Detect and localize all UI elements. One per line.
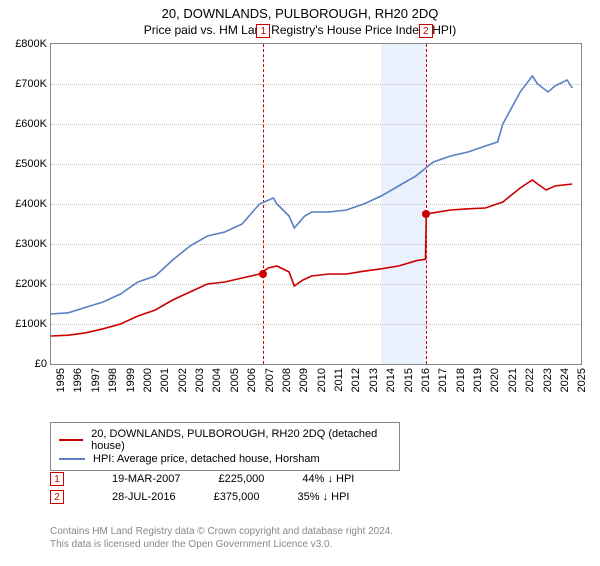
xtick-label: 2004 [211,368,223,392]
xtick-label: 2025 [576,368,588,392]
xtick-label: 2014 [385,368,397,392]
footer: Contains HM Land Registry data © Crown c… [50,526,393,551]
event-price-2: £375,000 [214,491,260,503]
legend: 20, DOWNLANDS, PULBOROUGH, RH20 2DQ (det… [50,422,400,471]
down-arrow-icon: ↓ [327,473,333,485]
xtick-label: 1996 [72,368,84,392]
xtick-label: 2005 [229,368,241,392]
xtick-label: 2021 [507,368,519,392]
xtick-label: 2011 [333,368,345,392]
legend-swatch-hpi [59,458,85,460]
event-date-1: 19-MAR-2007 [112,473,180,485]
title-line1: 20, DOWNLANDS, PULBOROUGH, RH20 2DQ [0,6,600,21]
ytick-label: £100K [15,318,47,330]
xtick-label: 1997 [90,368,102,392]
ytick-label: £500K [15,158,47,170]
event-marker-2: 2 [50,490,64,504]
footer-line1: Contains HM Land Registry data © Crown c… [50,526,393,539]
ytick-label: £0 [35,358,47,370]
legend-label-property: 20, DOWNLANDS, PULBOROUGH, RH20 2DQ (det… [91,428,391,452]
ytick-label: £600K [15,118,47,130]
legend-swatch-property [59,439,83,441]
ytick-label: £800K [15,38,47,50]
xtick-label: 2000 [142,368,154,392]
xtick-label: 2008 [281,368,293,392]
event-marker-1: 1 [50,472,64,486]
xtick-label: 2003 [194,368,206,392]
xtick-label: 2017 [437,368,449,392]
xtick-label: 2024 [559,368,571,392]
xtick-label: 2013 [368,368,380,392]
xtick-label: 2022 [524,368,536,392]
event-row-1: 1 19-MAR-2007 £225,000 44% ↓ HPI [50,472,354,486]
xtick-label: 2002 [177,368,189,392]
legend-label-hpi: HPI: Average price, detached house, Hors… [93,453,320,465]
down-arrow-icon: ↓ [323,491,329,503]
legend-row-hpi: HPI: Average price, detached house, Hors… [59,453,391,465]
event-pct-1: 44% ↓ HPI [302,473,354,485]
event-date-2: 28-JUL-2016 [112,491,176,503]
ytick-label: £300K [15,238,47,250]
xtick-label: 2010 [316,368,328,392]
event-pct-2: 35% ↓ HPI [297,491,349,503]
xtick-label: 1998 [107,368,119,392]
ytick-label: £400K [15,198,47,210]
ytick-label: £200K [15,278,47,290]
marker-box-2: 2 [419,24,433,38]
xtick-label: 2001 [159,368,171,392]
marker-box-1: 1 [256,24,270,38]
xtick-label: 2015 [403,368,415,392]
xtick-label: 2009 [298,368,310,392]
xtick-label: 2019 [472,368,484,392]
xtick-label: 2012 [350,368,362,392]
xtick-label: 1995 [55,368,67,392]
xtick-label: 2018 [455,368,467,392]
series-property [51,180,572,336]
chart-titles: 20, DOWNLANDS, PULBOROUGH, RH20 2DQ Pric… [0,6,600,37]
xtick-label: 2006 [246,368,258,392]
xtick-label: 2020 [489,368,501,392]
event-row-2: 2 28-JUL-2016 £375,000 35% ↓ HPI [50,490,354,504]
chart-container: 20, DOWNLANDS, PULBOROUGH, RH20 2DQ Pric… [0,6,600,566]
xtick-label: 1999 [125,368,137,392]
ytick-label: £700K [15,78,47,90]
xtick-label: 2007 [264,368,276,392]
xtick-label: 2016 [420,368,432,392]
events-table: 1 19-MAR-2007 £225,000 44% ↓ HPI 2 28-JU… [50,468,354,508]
plot-area: £0£100K£200K£300K£400K£500K£600K£700K£80… [50,43,582,365]
title-line2: Price paid vs. HM Land Registry's House … [0,23,600,37]
series-hpi [51,76,572,314]
footer-line2: This data is licensed under the Open Gov… [50,539,393,552]
legend-row-property: 20, DOWNLANDS, PULBOROUGH, RH20 2DQ (det… [59,428,391,452]
plot-svg [51,44,581,364]
marker-dot-2 [422,210,430,218]
event-price-1: £225,000 [218,473,264,485]
xtick-label: 2023 [542,368,554,392]
marker-dot-1 [259,270,267,278]
